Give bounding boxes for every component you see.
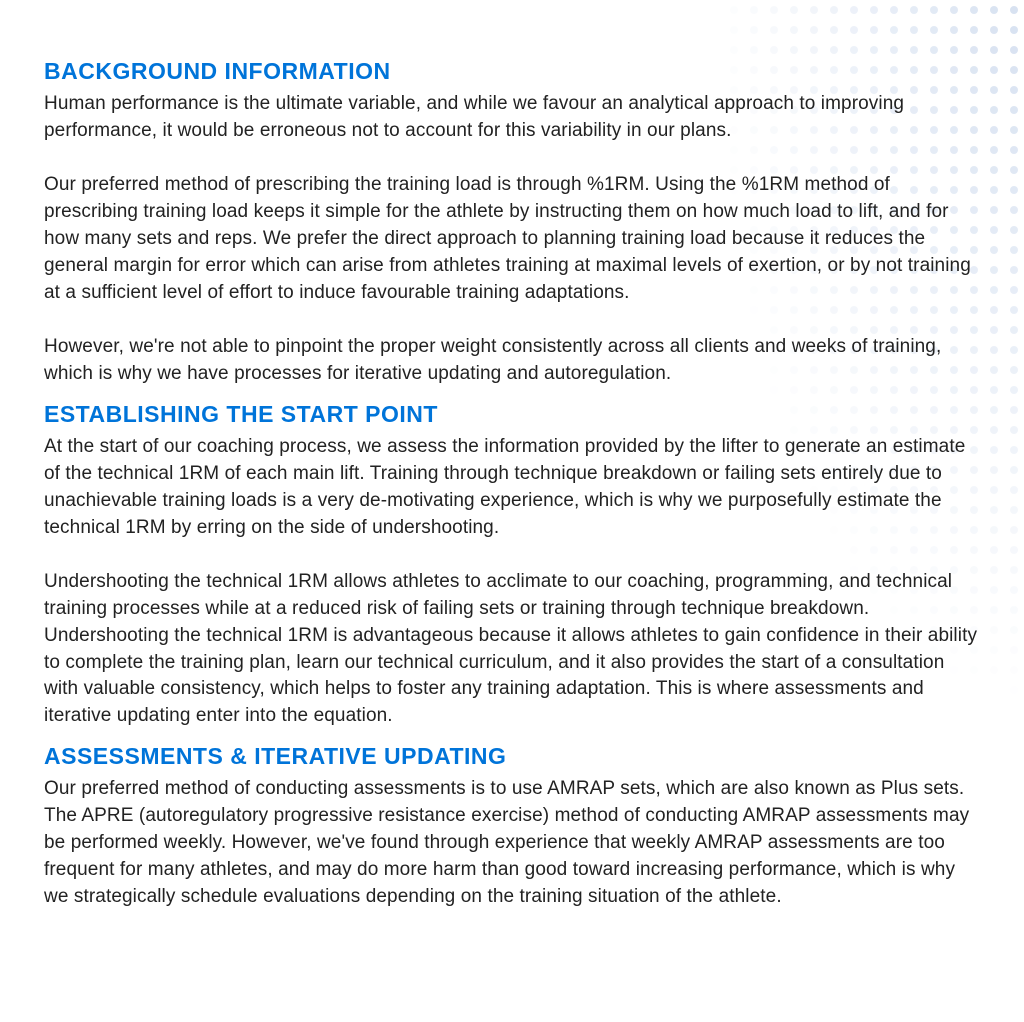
paragraph: Our preferred method of conducting asses… [44, 776, 980, 911]
heading-background-information: BACKGROUND INFORMATION [44, 58, 980, 85]
paragraph: Human performance is the ultimate variab… [44, 91, 980, 145]
paragraph: However, we're not able to pinpoint the … [44, 334, 980, 388]
paragraph: Our preferred method of prescribing the … [44, 172, 980, 307]
section-background-information: BACKGROUND INFORMATION Human performance… [44, 58, 980, 388]
paragraph: Undershooting the technical 1RM allows a… [44, 569, 980, 731]
section-establishing-start-point: ESTABLISHING THE START POINT At the star… [44, 401, 980, 731]
heading-assessments-iterative-updating: ASSESSMENTS & ITERATIVE UPDATING [44, 743, 980, 770]
section-assessments-iterative-updating: ASSESSMENTS & ITERATIVE UPDATING Our pre… [44, 743, 980, 911]
paragraph: At the start of our coaching process, we… [44, 434, 980, 542]
document-content: BACKGROUND INFORMATION Human performance… [0, 0, 1024, 964]
heading-establishing-start-point: ESTABLISHING THE START POINT [44, 401, 980, 428]
